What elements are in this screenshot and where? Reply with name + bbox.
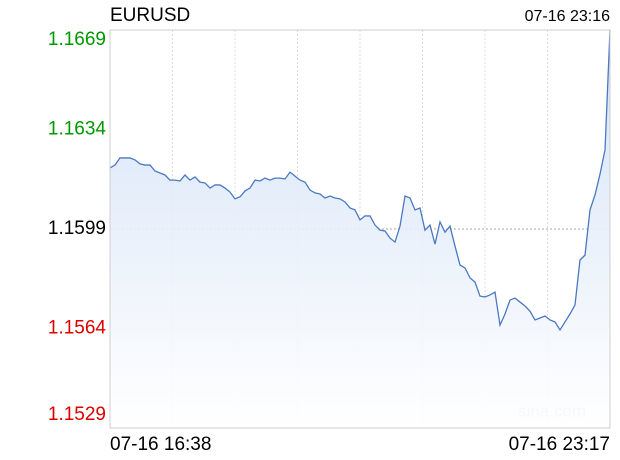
y-tick-label: 1.1529 — [48, 404, 106, 425]
y-tick-label: 1.1669 — [48, 29, 106, 50]
chart-title: EURUSD — [110, 5, 190, 26]
x-tick-label: 07-16 16:38 — [110, 434, 211, 455]
y-tick-label: 1.1564 — [48, 318, 107, 339]
timestamp: 07-16 23:16 — [525, 8, 611, 25]
area-fill — [110, 30, 610, 428]
y-tick-label: 1.1634 — [48, 119, 107, 140]
plot-frame — [109, 29, 611, 429]
x-tick-label: 07-16 23:17 — [509, 434, 610, 455]
y-tick-label: 1.1599 — [48, 218, 106, 239]
price-line — [109, 29, 611, 332]
